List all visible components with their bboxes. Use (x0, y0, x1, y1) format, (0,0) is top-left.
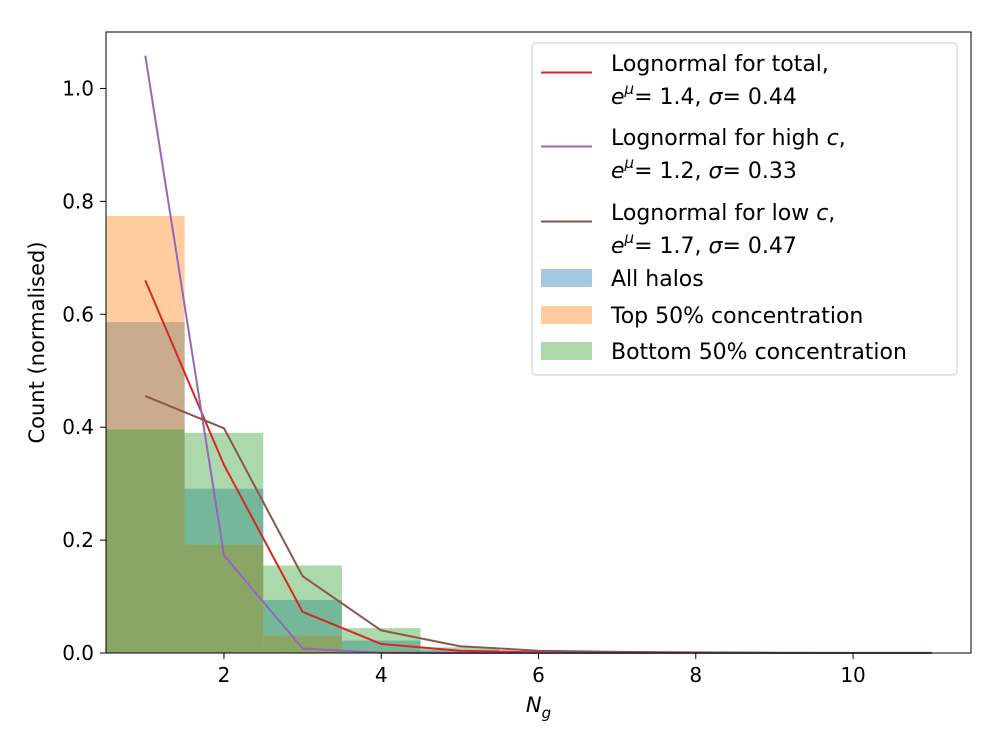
histogram-bar-2-2 (184, 544, 264, 653)
legend-patch-swatch (541, 342, 592, 360)
histogram-bar-3-3 (263, 565, 342, 653)
y-tick-label: 1.0 (62, 76, 94, 100)
legend-entry-params: eμ= 1.2, σ= 0.33 (611, 154, 797, 184)
x-tick-label: 8 (689, 663, 702, 687)
legend-box (531, 42, 958, 376)
axis-ticks: 2 4 6 8 10 0.0 0.2 0.4 0.6 0.8 1.0 (62, 76, 866, 687)
y-tick-label: 0.4 (62, 415, 94, 439)
histogram-bar-1-1 (106, 322, 185, 653)
histogram-bar-1-4 (341, 640, 421, 653)
legend-entry-title: Lognormal for low c, (611, 201, 835, 226)
legend-entry-title: Lognormal for high c, (611, 126, 846, 151)
histogram-bar-1-3 (263, 599, 342, 653)
y-tick-label: 0.8 (62, 189, 94, 213)
histogram-bar-3-2 (184, 432, 264, 653)
legend-entry-params: eμ= 1.7, σ= 0.47 (611, 229, 797, 259)
histogram-bar-3-1 (106, 429, 185, 653)
y-tick-label: 0.6 (62, 302, 94, 326)
legend-entry-histogram: Top 50% concentration (610, 304, 863, 329)
legend-patch-swatch (541, 306, 592, 324)
histogram-bar-2-1 (106, 216, 185, 654)
x-axis-label: Ng (526, 693, 551, 722)
histogram-bars (106, 216, 971, 654)
x-tick-label: 6 (532, 663, 545, 687)
legend-patch-swatch (541, 269, 592, 287)
legend-entry-title: Lognormal for total, (611, 52, 829, 77)
histogram-bar-1-2 (184, 488, 264, 653)
legend-entry-histogram: Bottom 50% concentration (611, 340, 907, 365)
legend-entry-params: eμ= 1.4, σ= 0.44 (611, 80, 797, 110)
y-tick-label: 0.2 (62, 528, 94, 552)
x-tick-label: 10 (840, 663, 865, 687)
legend-entry-histogram: All halos (611, 267, 704, 292)
legend: Lognormal for total, eμ= 1.4, σ= 0.44 Logn… (531, 42, 958, 376)
x-tick-label: 2 (218, 663, 231, 687)
x-tick-label: 4 (375, 663, 388, 687)
y-tick-label: 0.0 (62, 641, 94, 665)
y-axis-label: Count (normalised) (25, 241, 49, 443)
